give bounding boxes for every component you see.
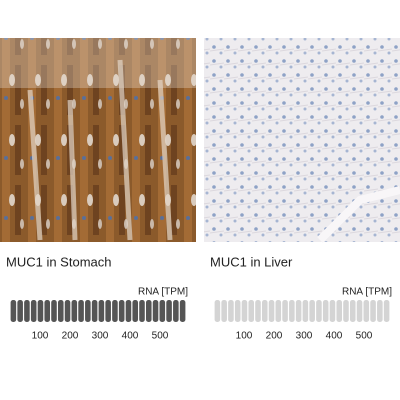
- tick-label: 200: [266, 331, 283, 342]
- scale-segment: [383, 300, 390, 322]
- scale-segment: [91, 300, 98, 322]
- scale-segment: [118, 300, 125, 322]
- scale-segment: [221, 300, 227, 322]
- scale-segment: [343, 300, 349, 322]
- scale-segment: [302, 300, 309, 322]
- scale-segment: [316, 300, 322, 322]
- scale-segment: [228, 300, 234, 322]
- tick-label: 500: [356, 331, 373, 342]
- scale-segment: [248, 300, 255, 322]
- scale-label: RNA [TPM]: [342, 287, 392, 298]
- scale-segment: [71, 300, 78, 322]
- scale-segment: [282, 300, 288, 322]
- scale-segment: [336, 300, 343, 322]
- scale-segment: [295, 300, 302, 322]
- scale-segment: [98, 300, 105, 322]
- scale-segment: [159, 300, 166, 322]
- scale-segment: [30, 300, 37, 322]
- scale-segment: [166, 300, 172, 322]
- scale-segment: [10, 300, 17, 322]
- liver-image: [204, 38, 400, 243]
- scale-segment: [125, 300, 132, 322]
- tick-label: 500: [152, 331, 169, 342]
- scale-segment: [309, 300, 315, 322]
- panel-title: MUC1 in Stomach: [6, 254, 111, 269]
- scale-segment: [152, 300, 159, 322]
- scale-segment: [17, 300, 23, 322]
- scale-segment: [64, 300, 71, 322]
- tick-label: 100: [32, 331, 49, 342]
- scale-segment: [275, 300, 282, 322]
- scale-segment: [377, 300, 383, 322]
- scale-segment: [329, 300, 336, 322]
- scale-segment: [112, 300, 118, 322]
- tick-label: 200: [62, 331, 79, 342]
- scale-segment: [44, 300, 51, 322]
- scale-segment: [241, 300, 248, 322]
- scale-segment: [363, 300, 370, 322]
- scale-segment: [78, 300, 84, 322]
- scale-segment: [255, 300, 261, 322]
- scale-segment: [51, 300, 57, 322]
- tick-label: 300: [92, 331, 109, 342]
- scale-segment: [173, 300, 179, 322]
- scale-segment: [214, 300, 221, 322]
- scale-segment: [261, 300, 268, 322]
- scale-segment: [370, 300, 376, 322]
- scale-segment: [349, 300, 356, 322]
- tick-label: 100: [236, 331, 253, 342]
- panel-title: MUC1 in Liver: [210, 254, 293, 269]
- scale-segment: [289, 300, 295, 322]
- scale-label: RNA [TPM]: [138, 287, 188, 298]
- scale-segment: [268, 300, 275, 322]
- scale-segment: [322, 300, 329, 322]
- scale-segment: [145, 300, 152, 322]
- stomach-image: [0, 38, 196, 242]
- tick-label: 400: [326, 331, 343, 342]
- panels: MUC1 in Stomach RNA [TPM] 100 200 300 400 500 M…: [6, 254, 392, 341]
- scale-segment: [234, 300, 241, 322]
- scale-segment: [356, 300, 363, 322]
- scale-segment: [85, 300, 91, 322]
- scale-segment: [105, 300, 111, 322]
- scale-segment: [37, 300, 44, 322]
- scale-segment: [24, 300, 30, 322]
- scale-segment: [179, 300, 186, 322]
- scale-segment: [132, 300, 139, 322]
- tick-label: 400: [122, 331, 139, 342]
- scale-segment: [57, 300, 64, 322]
- scale-segment: [139, 300, 145, 322]
- tick-label: 300: [296, 331, 313, 342]
